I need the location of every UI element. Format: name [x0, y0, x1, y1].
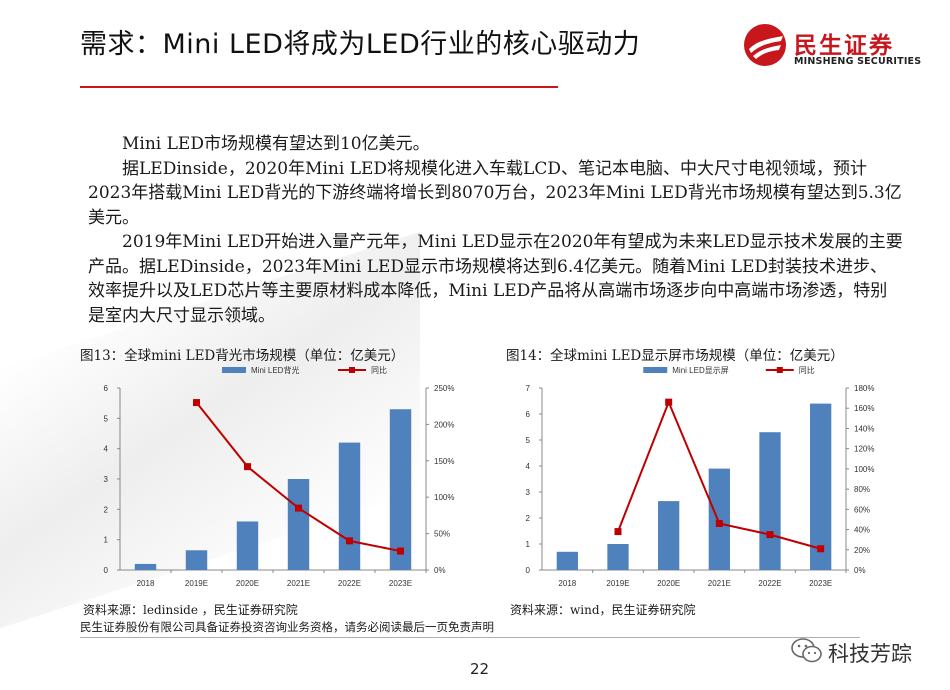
right-tick-label: 60%	[854, 505, 870, 514]
legend-line-marker	[349, 367, 355, 373]
legend-line-marker	[776, 367, 783, 373]
x-tick-label: 2023E	[809, 579, 832, 588]
wechat-icon	[791, 638, 822, 663]
legend-bar-label: Mini LED显示屏	[672, 366, 728, 375]
minsheng-logo: 民生证券 MINSHENG SECURITIES	[742, 22, 922, 74]
x-tick-label: 2022E	[338, 579, 361, 588]
left-tick-label: 3	[526, 488, 531, 497]
right-tick-label: 160%	[854, 404, 874, 413]
x-tick-label: 2019E	[606, 579, 629, 588]
logo-english-name: MINSHENG SECURITIES	[794, 56, 922, 67]
legend-bar-label: Mini LED背光	[251, 365, 299, 375]
bar-2018	[556, 551, 578, 570]
left-tick-label: 6	[526, 410, 531, 419]
x-tick-label: 2023E	[389, 579, 412, 588]
left-tick-label: 5	[526, 436, 531, 445]
x-tick-label: 2022E	[758, 579, 781, 588]
bar-2019E	[607, 544, 629, 570]
yoy-point-2021E	[715, 519, 723, 527]
disclaimer: 民生证券股份有限公司具备证券投资咨询业务资格，请务必阅读最后一页免责声明	[80, 620, 494, 634]
right-tick-label: 0%	[434, 566, 446, 575]
chart13-backlight-market: Mini LED背光 同比 0 1 2 3 4 5 6 0% 50% 100% 150% 200% 250%…	[104, 365, 455, 588]
legend-bar-swatch	[222, 367, 246, 373]
x-tick-label: 2021E	[708, 579, 731, 588]
body-paragraph-2: 据LEDinside，2020年Mini LED将规模化进入车载LCD、笔记本电…	[88, 158, 902, 228]
x-tick-label: 2018	[137, 579, 155, 588]
right-tick-label: 140%	[854, 424, 874, 433]
bar-2020E	[236, 521, 259, 570]
legend-bar-swatch	[643, 367, 668, 373]
x-tick-label: 2019E	[185, 579, 208, 588]
right-tick-label: 120%	[854, 445, 874, 454]
left-tick-label: 2	[526, 514, 531, 523]
bar-2023E	[810, 403, 832, 570]
right-tick-label: 0%	[854, 566, 866, 575]
page-title: 需求：Mini LED将成为LED行业的核心驱动力	[80, 29, 641, 60]
left-tick-label: 0	[526, 566, 531, 575]
right-tick-label: 200%	[434, 420, 454, 429]
body-text: Mini LED市场规模有望达到10亿美元。 据LEDinside，2020年M…	[88, 132, 903, 328]
left-tick-label: 4	[526, 462, 531, 471]
left-tick-label: 4	[104, 445, 109, 454]
yoy-point-2019E	[193, 399, 200, 407]
right-tick-label: 100%	[854, 465, 874, 474]
bar-2021E	[287, 479, 310, 570]
left-tick-label: 0	[104, 566, 109, 575]
bar-2022E	[759, 432, 781, 570]
yoy-point-2019E	[614, 528, 622, 536]
right-tick-label: 50%	[434, 530, 450, 539]
x-tick-label: 2020E	[657, 579, 680, 588]
chart14-caption: 图14：全球mini LED显示屏市场规模（单位：亿美元）	[506, 348, 844, 364]
x-tick-label: 2020E	[236, 579, 259, 588]
left-tick-label: 1	[526, 540, 531, 549]
right-tick-label: 100%	[434, 493, 454, 502]
logo-chinese-name: 民生证券	[794, 33, 894, 59]
page-number: 22	[470, 660, 490, 678]
left-tick-label: 3	[104, 475, 109, 484]
bar-2022E	[338, 442, 361, 570]
yoy-point-2022E	[346, 537, 353, 545]
right-tick-label: 40%	[854, 526, 870, 535]
right-tick-label: 250%	[434, 384, 454, 393]
right-tick-label: 80%	[854, 485, 870, 494]
bar-2021E	[708, 468, 730, 570]
yoy-point-2022E	[766, 531, 774, 539]
left-tick-label: 1	[104, 536, 109, 545]
left-tick-label: 7	[526, 384, 531, 393]
body-paragraph-1: Mini LED市场规模有望达到10亿美元。	[122, 134, 430, 154]
legend-line-label: 同比	[371, 365, 387, 375]
left-tick-label: 6	[104, 384, 109, 393]
chart14-display-market: Mini LED显示屏 同比 0 1 2 3 4 5 6 7 0% 20% 40% 60% 80% 100% 1…	[526, 365, 875, 588]
minsheng-logo-icon	[744, 24, 786, 66]
bar-2018	[134, 563, 157, 570]
right-tick-label: 180%	[854, 384, 874, 393]
body-paragraph-3: 2019年Mini LED开始进入量产元年，Mini LED显示在2020年有望…	[88, 232, 903, 326]
chart13-source: 资料来源：ledinside ，民生证券研究院	[83, 603, 298, 617]
yoy-point-2021E	[295, 504, 302, 512]
bar-2023E	[389, 409, 412, 570]
left-tick-label: 5	[104, 414, 109, 423]
wechat-watermark: 科技芳踪	[790, 636, 940, 670]
footer-divider	[80, 637, 860, 638]
bar-2019E	[185, 550, 208, 570]
right-tick-label: 150%	[434, 457, 454, 466]
yoy-point-2023E	[817, 545, 825, 553]
right-tick-label: 20%	[854, 546, 870, 555]
chart13-caption: 图13：全球mini LED背光市场规模（单位：亿美元）	[80, 348, 405, 364]
yoy-point-2020E	[244, 463, 251, 471]
wechat-account-name: 科技芳踪	[828, 642, 912, 666]
yoy-point-2023E	[397, 547, 404, 555]
yoy-point-2020E	[665, 398, 673, 406]
x-tick-label: 2021E	[287, 579, 310, 588]
left-tick-label: 2	[104, 505, 109, 514]
chart14-source: 资料来源：wind，民生证券研究院	[510, 603, 696, 617]
bar-2020E	[658, 501, 680, 570]
x-tick-label: 2018	[558, 579, 576, 588]
title-underline	[80, 86, 558, 88]
legend-line-label: 同比	[799, 365, 815, 375]
